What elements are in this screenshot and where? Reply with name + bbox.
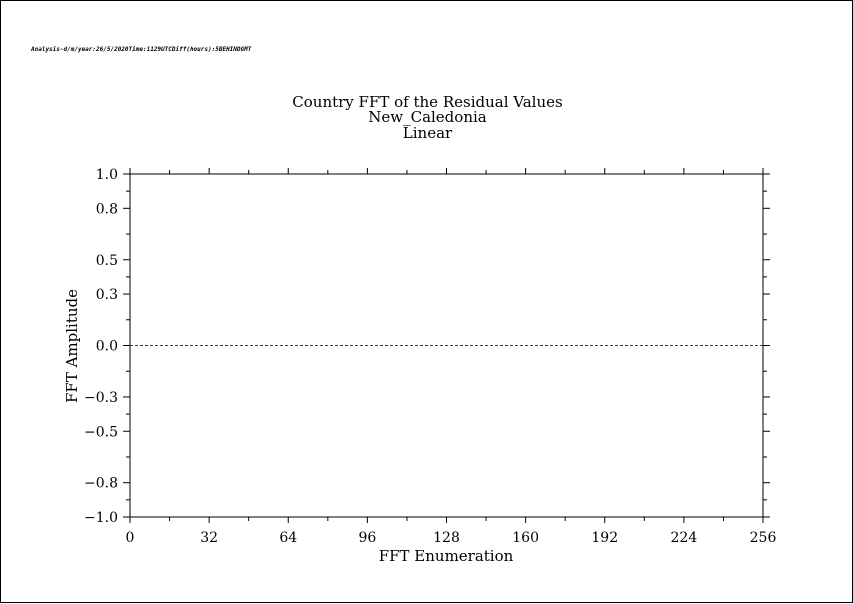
y-tick-label: 0.0	[96, 339, 118, 355]
x-tick-label: 64	[279, 530, 297, 546]
x-tick-label: 192	[591, 530, 618, 546]
x-tick-label: 96	[358, 530, 376, 546]
chart-subtitle-country: New_Caledonia	[368, 108, 487, 126]
x-tick-label: 224	[671, 530, 698, 546]
x-tick-label: 256	[750, 530, 777, 546]
tick-marks	[123, 168, 770, 523]
y-tick-label: −0.5	[84, 424, 118, 440]
y-tick-labels: 1.0 0.8 0.5 0.3 0.0 −0.3 −0.5 −0.8 −1.0	[84, 167, 118, 526]
x-tick-label: 0	[126, 530, 135, 546]
chart-title: Country FFT of the Residual Values	[292, 93, 563, 111]
y-tick-label: 1.0	[96, 167, 118, 183]
chart-subtitle-method: Linear	[402, 124, 453, 142]
x-tick-label: 32	[200, 530, 218, 546]
y-tick-label: −1.0	[84, 510, 118, 526]
x-tick-label: 128	[433, 530, 460, 546]
y-tick-label: −0.3	[84, 390, 118, 406]
y-tick-label: 0.3	[96, 287, 118, 303]
x-axis-title: FFT Enumeration	[379, 547, 514, 565]
x-tick-label: 160	[512, 530, 539, 546]
y-tick-label: 0.8	[96, 201, 118, 217]
analysis-note: Analysis-d/m/year:26/5/2020Time:1129UTCD…	[31, 46, 252, 53]
y-tick-label: −0.8	[84, 476, 118, 492]
y-tick-label: 0.5	[96, 253, 118, 269]
x-tick-labels: 0 32 64 96 128 160 192 224 256	[126, 530, 777, 546]
y-axis-title: FFT Amplitude	[63, 289, 81, 403]
